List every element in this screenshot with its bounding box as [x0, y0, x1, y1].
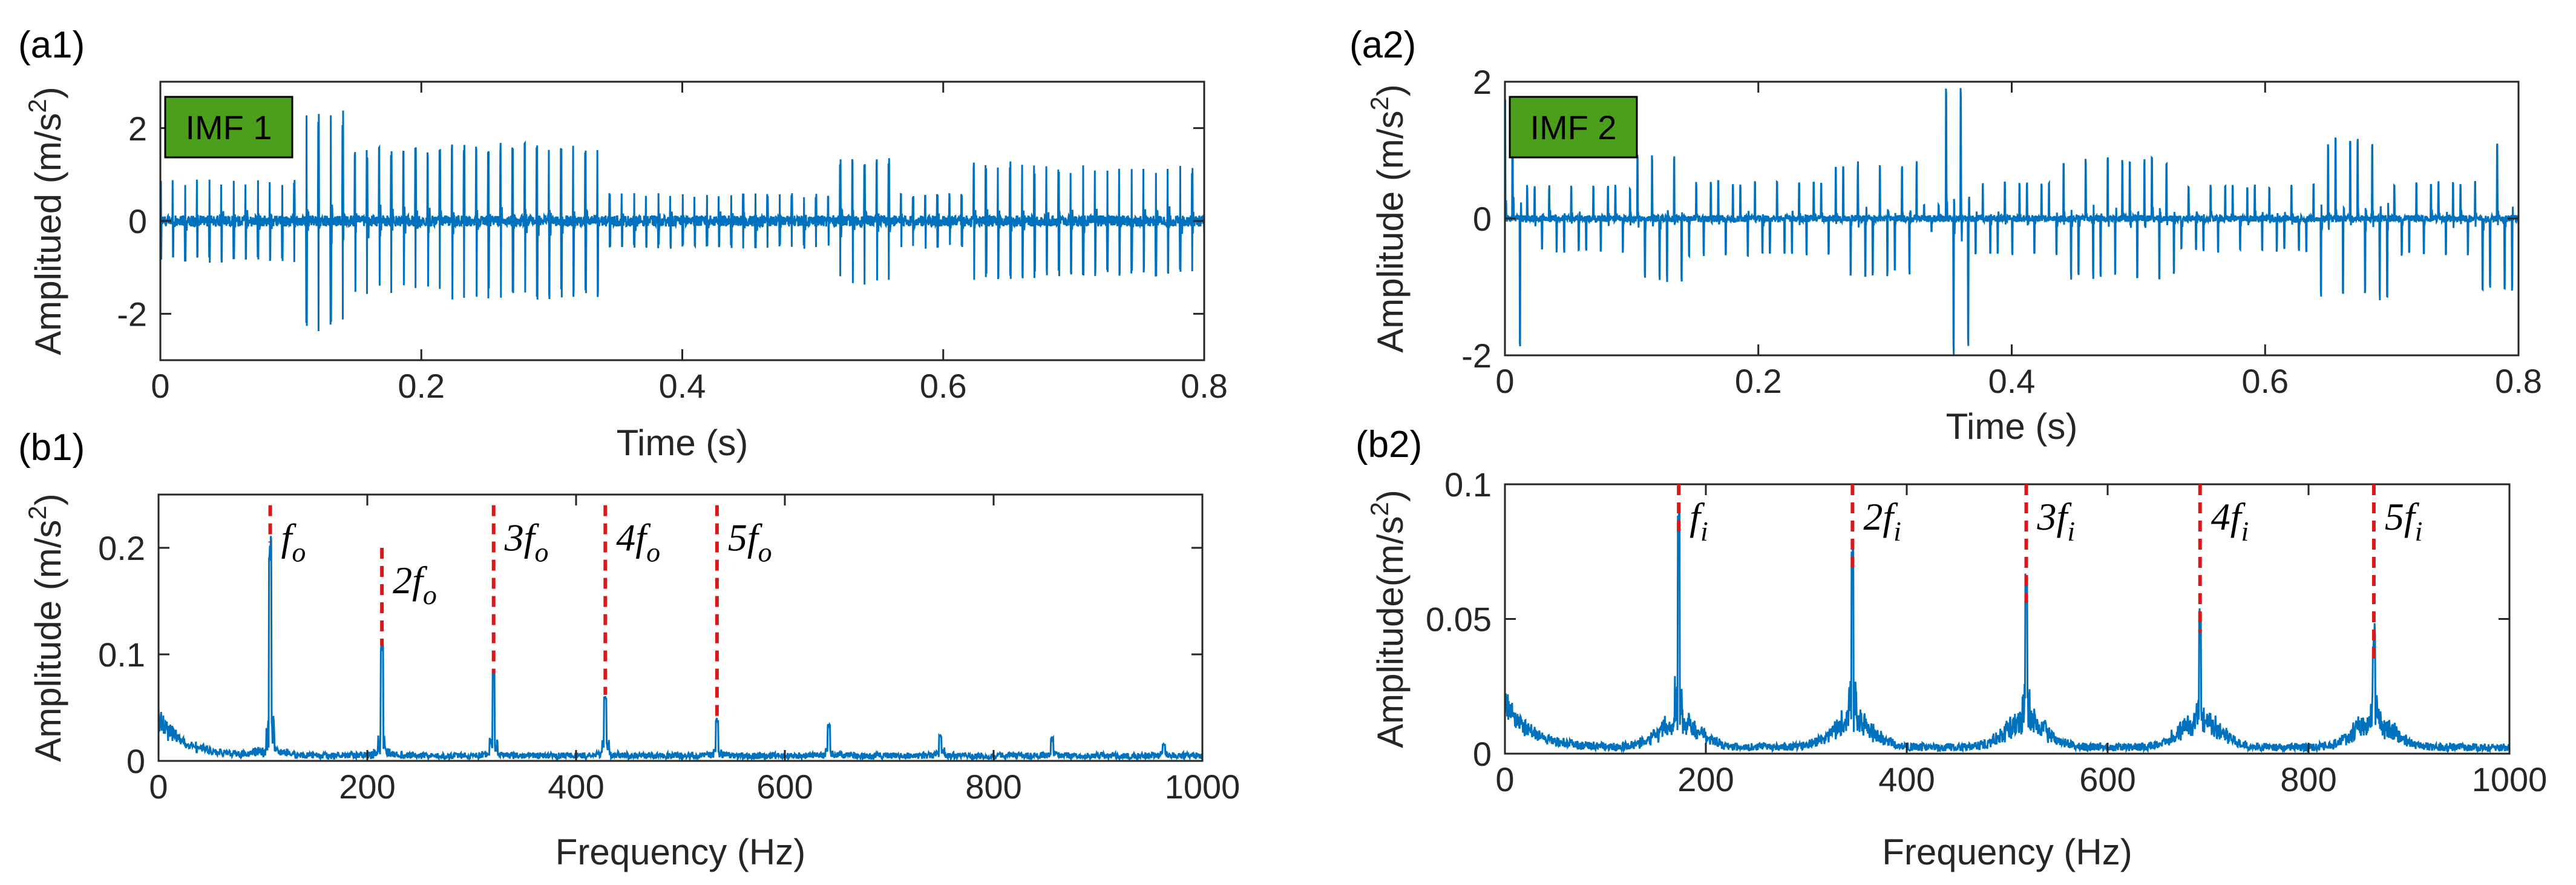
y-tick-label: 2 [1473, 63, 1492, 101]
x-tick-label: 0.6 [2241, 362, 2289, 400]
y-tick-label: 0.05 [1426, 600, 1492, 639]
x-axis-label: Frequency (Hz) [1882, 832, 2132, 872]
imf-badge [1509, 96, 1638, 159]
x-tick-label: 800 [965, 768, 1021, 806]
x-tick-label: 200 [1677, 760, 1734, 798]
x-tick-label: 0.4 [659, 367, 706, 405]
imf-badge [164, 96, 293, 159]
plot-area [159, 495, 1202, 761]
chart-b2: 0 200 400 600 800 1000 0 0.05 0.1 Frequency (Hz) A… [1355, 424, 2547, 872]
axes-box [157, 493, 1204, 762]
y-tick-label: -2 [1461, 337, 1492, 375]
x-tick-label: 800 [2280, 760, 2336, 798]
x-tick-label: 0.6 [920, 367, 967, 405]
y-tick-label: 0 [1473, 735, 1492, 773]
x-tick-label: 0 [149, 768, 168, 806]
plot-area [1505, 484, 2509, 754]
y-tick-label: 0.2 [98, 529, 145, 567]
x-tick-label: 1000 [2472, 760, 2548, 798]
y-tick-label: 0 [128, 202, 147, 240]
y-tick-label: 0 [1473, 200, 1492, 238]
x-axis-label: Time (s) [1946, 406, 2078, 447]
x-tick-label: 600 [756, 768, 813, 806]
panel-label: (a1) [18, 24, 85, 66]
x-tick-label: 0.4 [1988, 362, 2036, 400]
x-tick-label: 0.8 [1181, 367, 1228, 405]
y-tick-label: 0.1 [98, 636, 145, 674]
harmonic-label: 4fo [616, 516, 660, 568]
panel-label: (a2) [1349, 24, 1416, 66]
harmonic-label: fi [1689, 495, 1708, 547]
x-axis-label: Frequency (Hz) [556, 832, 805, 872]
harmonic-label: 4fi [2211, 495, 2249, 547]
series-line [1505, 88, 2519, 355]
x-tick-label: 1000 [1165, 768, 1240, 806]
x-tick-label: 0 [1495, 760, 1514, 798]
y-axis-label: Amplitude(m/s2) [1365, 490, 1411, 748]
y-tick-label: 2 [128, 110, 147, 148]
y-tick-label: -2 [117, 295, 147, 333]
x-tick-label: 0.8 [2495, 362, 2542, 400]
imf-badge-label: IMF 2 [1530, 108, 1616, 146]
x-tick-label: 400 [548, 768, 604, 806]
harmonic-label: 2fo [393, 559, 437, 610]
y-axis-label: Amplitude (m/s2) [23, 493, 68, 762]
x-tick-label: 0 [1495, 362, 1514, 400]
series-line [160, 110, 1204, 332]
x-tick-label: 0.2 [398, 367, 445, 405]
x-tick-label: 400 [1878, 760, 1935, 798]
series-line [1505, 505, 2509, 754]
series-line [159, 536, 1202, 761]
x-tick-label: 600 [2079, 760, 2135, 798]
chart-b1: 0 200 400 600 800 1000 0 0.1 0.2 Frequency (Hz) Am… [18, 427, 1240, 872]
y-axis-label: Amplitude (m/s2) [1365, 84, 1411, 352]
x-tick-label: 0.2 [1735, 362, 1782, 400]
panel-label: (b2) [1355, 424, 1422, 466]
y-tick-label: 0.1 [1444, 466, 1492, 504]
harmonic-label: 2fi [1863, 495, 1901, 547]
panel-label: (b1) [18, 427, 85, 469]
x-axis-label: Time (s) [617, 423, 749, 463]
x-tick-label: 200 [339, 768, 395, 806]
y-tick-label: 0 [126, 742, 145, 780]
y-axis-label: Amplitued (m/s2) [23, 87, 68, 355]
x-tick-label: 0 [151, 367, 169, 405]
imf-badge-label: IMF 1 [185, 108, 272, 146]
